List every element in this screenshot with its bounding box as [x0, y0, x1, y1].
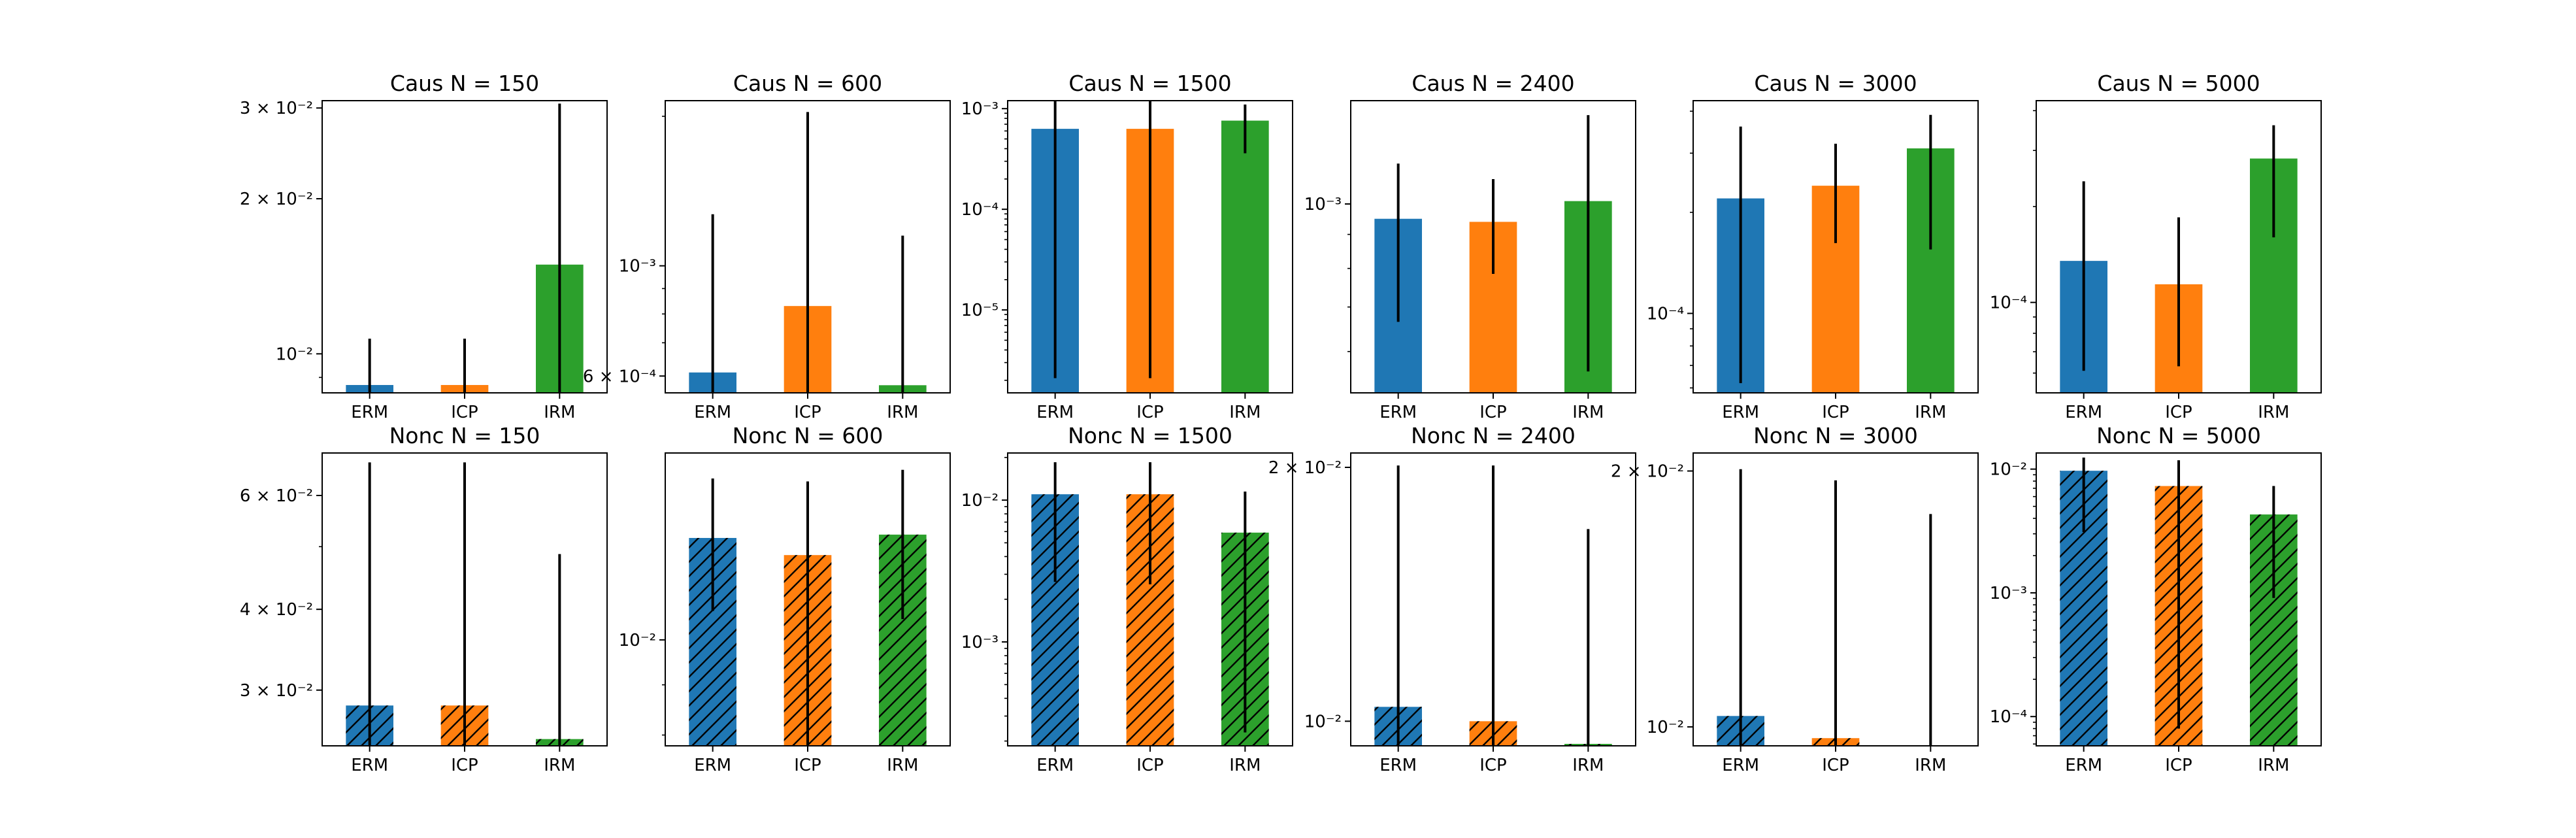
y-tick-label: 10⁻³	[961, 99, 999, 119]
x-tick-label: ERM	[2065, 756, 2102, 775]
x-tick-label: ICP	[1479, 403, 1507, 422]
x-tick-label: ERM	[1379, 403, 1417, 422]
x-tick-label: IRM	[544, 403, 575, 422]
axes-frame	[1350, 452, 1636, 746]
axes-frame	[1693, 452, 1979, 746]
chart-panel: ERM ICP IRM 6 × 10⁻⁴ 10⁻³ Caus N = 600	[583, 71, 951, 422]
y-tick-label: 10⁻³	[1990, 584, 2027, 603]
axes-frame	[322, 452, 608, 746]
chart-title: Caus N = 5000	[2097, 71, 2260, 96]
chart-title: Nonc N = 2400	[1411, 423, 1576, 448]
x-tick-label: IRM	[544, 756, 575, 775]
chart-panel: ERM ICP IRM 10⁻⁴ Caus N = 5000	[1990, 71, 2322, 422]
x-tick-label: IRM	[1572, 403, 1604, 422]
y-tick-label: 10⁻²	[961, 491, 999, 511]
x-tick-label: ICP	[2165, 403, 2192, 422]
y-tick-label: 6 × 10⁻⁴	[583, 367, 656, 386]
x-tick-label: IRM	[1915, 403, 1946, 422]
y-tick-label: 10⁻²	[276, 344, 313, 364]
chart-title: Nonc N = 5000	[2096, 423, 2261, 448]
y-tick-label: 10⁻²	[619, 631, 656, 650]
x-tick-label: ICP	[794, 403, 821, 422]
x-tick-label: ERM	[1379, 756, 1417, 775]
chart-panel: ERM ICP IRM 10⁻⁵ 10⁻⁴ 10⁻³ Caus N = 1500	[961, 71, 1293, 422]
chart-panel: ERM ICP IRM 10⁻² Nonc N = 600	[619, 423, 951, 775]
x-tick-label: ERM	[2065, 403, 2102, 422]
x-tick-label: ERM	[694, 403, 731, 422]
chart-panel: ERM ICP IRM 3 × 10⁻² 4 × 10⁻² 6 × 10⁻² Nonc N …	[240, 423, 608, 775]
chart-title: Caus N = 1500	[1068, 71, 1231, 96]
y-tick-label: 2 × 10⁻²	[1268, 458, 1342, 478]
chart-panel: ERM ICP IRM 10⁻² 2 × 10⁻² Nonc N = 3000	[1611, 423, 1979, 775]
chart-title: Caus N = 600	[733, 71, 882, 96]
y-tick-label: 10⁻²	[1304, 712, 1342, 731]
x-tick-label: ERM	[1036, 756, 1074, 775]
chart-title: Nonc N = 1500	[1068, 423, 1232, 448]
axes-frame	[1007, 100, 1293, 394]
chart-panel: ERM ICP IRM 10⁻³ Caus N = 2400	[1304, 71, 1636, 422]
y-tick-label: 10⁻⁴	[961, 200, 999, 220]
y-tick-label: 10⁻³	[619, 257, 656, 277]
y-tick-label: 2 × 10⁻²	[1611, 462, 1684, 482]
y-tick-label: 10⁻³	[961, 633, 999, 652]
x-tick-label: ICP	[1479, 756, 1507, 775]
x-tick-label: ICP	[794, 756, 821, 775]
x-tick-label: IRM	[887, 756, 918, 775]
axes-frame	[665, 100, 951, 394]
y-tick-label: 10⁻⁵	[961, 301, 999, 320]
chart-title: Caus N = 150	[390, 71, 539, 96]
y-tick-label: 10⁻⁴	[1990, 707, 2027, 727]
x-tick-label: IRM	[1572, 756, 1604, 775]
axes-frame	[2036, 452, 2322, 746]
chart-panel: ERM ICP IRM 10⁻⁴ Caus N = 3000	[1647, 71, 1979, 422]
x-tick-label: ERM	[351, 756, 388, 775]
x-tick-label: IRM	[2258, 403, 2289, 422]
axes-frame	[1350, 100, 1636, 394]
chart-panel: ERM ICP IRM 10⁻² 2 × 10⁻² Nonc N = 2400	[1268, 423, 1636, 775]
chart-panel: ERM ICP IRM 10⁻³ 10⁻² Nonc N = 1500	[961, 423, 1293, 775]
y-tick-label: 3 × 10⁻²	[240, 681, 313, 701]
x-tick-label: ICP	[1136, 403, 1164, 422]
chart-title: Nonc N = 3000	[1753, 423, 1918, 448]
x-tick-label: ICP	[1822, 756, 1849, 775]
chart-panel: ERM ICP IRM 10⁻⁴ 10⁻³ 10⁻² Nonc N = 5000	[1990, 423, 2322, 775]
axes-frame	[665, 452, 951, 746]
x-tick-label: ICP	[451, 403, 478, 422]
x-tick-label: ICP	[451, 756, 478, 775]
x-tick-label: IRM	[1229, 756, 1261, 775]
axes-frame	[1693, 100, 1979, 394]
x-tick-label: ERM	[1036, 403, 1074, 422]
x-tick-label: ERM	[694, 756, 731, 775]
chart-title: Caus N = 3000	[1754, 71, 1917, 96]
x-tick-label: IRM	[1229, 403, 1261, 422]
y-tick-label: 6 × 10⁻²	[240, 486, 313, 506]
chart-title: Nonc N = 150	[389, 423, 540, 448]
axes-frame	[322, 100, 608, 394]
x-tick-label: IRM	[2258, 756, 2289, 775]
y-tick-label: 10⁻³	[1304, 195, 1342, 214]
bar-irm	[1221, 120, 1269, 393]
x-tick-label: ERM	[1722, 403, 1759, 422]
x-tick-label: IRM	[1915, 756, 1946, 775]
x-tick-label: IRM	[887, 403, 918, 422]
chart-title: Caus N = 2400	[1412, 71, 1574, 96]
x-tick-label: ICP	[1822, 403, 1849, 422]
x-tick-label: ERM	[1722, 756, 1759, 775]
chart-title: Nonc N = 600	[733, 423, 883, 448]
x-tick-label: ICP	[2165, 756, 2192, 775]
y-tick-label: 10⁻²	[1647, 718, 1684, 737]
chart-panel: ERM ICP IRM 10⁻² 2 × 10⁻² 3 × 10⁻² Caus N = 15…	[240, 71, 608, 422]
y-tick-label: 10⁻²	[1990, 460, 2027, 480]
y-tick-label: 2 × 10⁻²	[240, 190, 313, 209]
axes-frame	[1007, 452, 1293, 746]
y-tick-label: 4 × 10⁻²	[240, 600, 313, 620]
x-tick-label: ERM	[351, 403, 388, 422]
y-tick-label: 10⁻⁴	[1990, 293, 2027, 313]
x-tick-label: ICP	[1136, 756, 1164, 775]
y-tick-label: 3 × 10⁻²	[240, 99, 313, 118]
y-tick-label: 10⁻⁴	[1647, 304, 1684, 324]
axes-frame	[2036, 100, 2322, 394]
